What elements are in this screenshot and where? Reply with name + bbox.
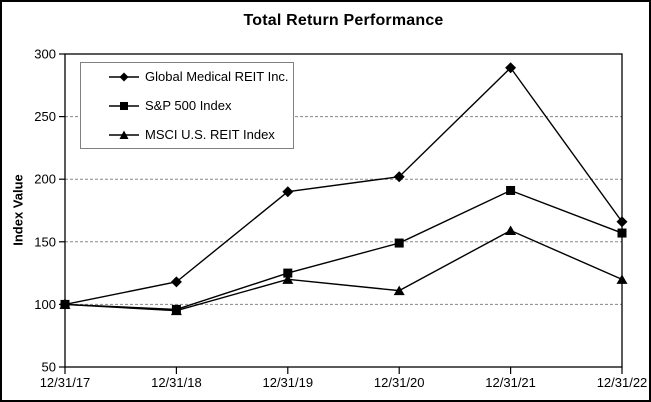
square-marker-icon	[109, 101, 139, 110]
triangle-marker-icon	[505, 225, 517, 236]
x-tick-label: 12/31/20	[374, 375, 425, 390]
diamond-marker-icon	[393, 171, 405, 183]
x-tick-label: 12/31/21	[485, 375, 536, 390]
x-tick-label: 12/31/18	[151, 375, 202, 390]
legend-label: S&P 500 Index	[145, 98, 232, 113]
diamond-marker-icon	[59, 298, 71, 310]
diamond-marker-icon	[109, 72, 139, 81]
legend-label: Global Medical REIT Inc.	[145, 69, 289, 84]
y-tick-label: 150	[34, 234, 56, 249]
series-line-square	[64, 189, 623, 311]
x-tick-label: 12/31/22	[597, 375, 648, 390]
diamond-marker-icon	[616, 216, 628, 228]
square-marker-icon	[394, 238, 404, 248]
triangle-marker-icon	[282, 274, 294, 284]
square-marker-icon	[283, 268, 293, 278]
plot-border	[64, 53, 623, 368]
diamond-marker-icon	[505, 62, 517, 74]
triangle-marker-icon	[616, 274, 628, 284]
legend-entry-global-medical-reit: Global Medical REIT Inc.	[109, 69, 293, 84]
square-marker-icon	[506, 185, 516, 195]
triangle-marker-icon	[109, 130, 139, 139]
legend-entry-sp500: S&P 500 Index	[109, 98, 293, 113]
y-tick-label: 50	[42, 360, 56, 375]
legend-entry-msci-us-reit: MSCI U.S. REIT Index	[109, 127, 293, 142]
y-tick-label: 200	[34, 172, 56, 187]
y-tick-label: 300	[34, 47, 56, 62]
y-tick-label: 250	[34, 109, 56, 124]
series-line-diamond	[64, 66, 623, 306]
square-marker-icon	[617, 228, 627, 238]
triangle-marker-icon	[393, 285, 405, 296]
x-tick-label: 12/31/17	[40, 375, 91, 390]
legend: Global Medical REIT Inc. S&P 500 Index M…	[80, 62, 294, 149]
diamond-marker-icon	[170, 276, 182, 288]
series-line-triangle	[64, 229, 623, 312]
square-marker-icon	[171, 304, 181, 314]
legend-label: MSCI U.S. REIT Index	[145, 127, 275, 142]
x-tick-label: 12/31/19	[262, 375, 313, 390]
diamond-marker-icon	[282, 186, 294, 198]
chart-title: Total Return Performance	[243, 12, 444, 29]
y-tick-label: 100	[34, 297, 56, 312]
